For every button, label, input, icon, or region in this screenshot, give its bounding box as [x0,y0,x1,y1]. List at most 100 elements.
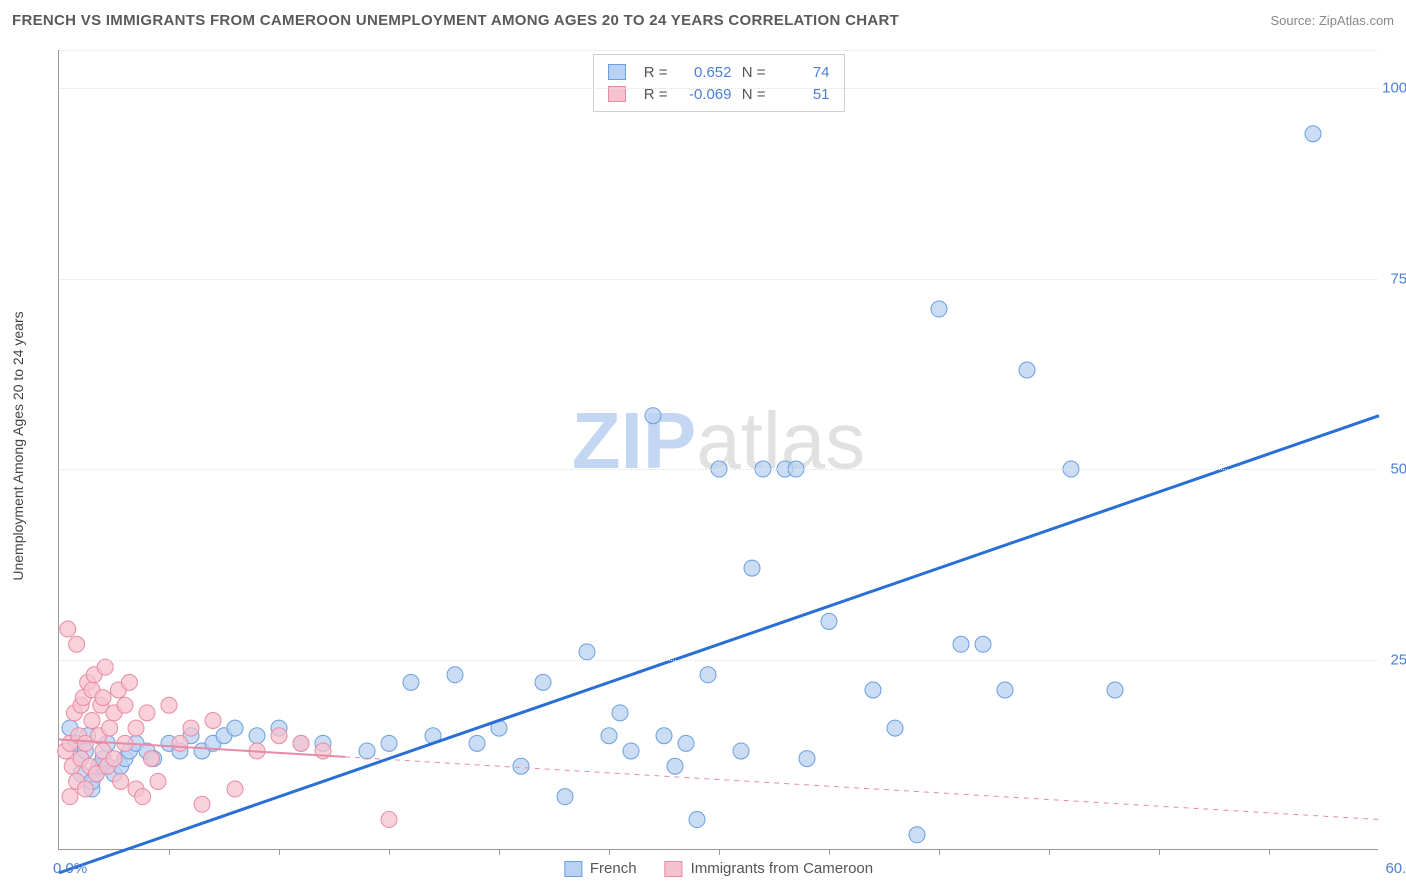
x-tick-mark [389,849,390,855]
data-point [359,743,375,759]
x-tick-mark [279,849,280,855]
x-tick-label: 0.0% [53,860,87,877]
data-point [579,644,595,660]
x-tick-mark [499,849,500,855]
gridline [59,88,1378,89]
data-point [623,743,639,759]
gridline [59,660,1378,661]
data-point [887,720,903,736]
stats-row-cameroon: R = -0.069 N = 51 [608,83,830,105]
data-point [161,697,177,713]
data-point [139,705,155,721]
x-tick-mark [609,849,610,855]
data-point [227,781,243,797]
legend-item-french: French [564,860,637,877]
data-point [121,674,137,690]
data-point [535,674,551,690]
data-point [194,796,210,812]
data-point [975,636,991,652]
y-tick-label: 100.0% [1382,80,1406,97]
x-tick-mark [719,849,720,855]
legend-label-cameroon: Immigrants from Cameroon [691,860,874,877]
stats-row-french: R = 0.652 N = 74 [608,61,830,83]
y-tick-label: 50.0% [1390,461,1406,478]
data-point [205,712,221,728]
data-point [381,812,397,828]
data-point [744,560,760,576]
x-tick-mark [829,849,830,855]
x-tick-label: 60.0% [1385,860,1406,877]
gridline [59,469,1378,470]
data-point [172,735,188,751]
bottom-legend: French Immigrants from Cameroon [564,860,873,877]
data-point [1305,126,1321,142]
data-point [799,751,815,767]
data-point [69,636,85,652]
data-point [645,408,661,424]
data-point [403,674,419,690]
stat-n-label: N = [736,64,766,81]
data-point [678,735,694,751]
source-attribution: Source: ZipAtlas.com [1270,13,1394,28]
data-point [271,728,287,744]
x-tick-mark [169,849,170,855]
gridline [59,50,1378,51]
data-point [931,301,947,317]
data-point [77,781,93,797]
data-point [557,789,573,805]
data-point [95,690,111,706]
data-point [1107,682,1123,698]
data-point [106,751,122,767]
data-point [102,720,118,736]
data-point [997,682,1013,698]
data-point [447,667,463,683]
y-tick-label: 75.0% [1390,270,1406,287]
data-point [700,667,716,683]
swatch-french [608,64,626,80]
chart-title: FRENCH VS IMMIGRANTS FROM CAMEROON UNEMP… [12,12,899,29]
stats-legend: R = 0.652 N = 74 R = -0.069 N = 51 [593,54,845,112]
data-point [667,758,683,774]
data-point [513,758,529,774]
data-point [821,613,837,629]
data-point [183,720,199,736]
data-point [143,751,159,767]
legend-item-cameroon: Immigrants from Cameroon [665,860,874,877]
data-point [227,720,243,736]
x-tick-mark [1269,849,1270,855]
y-tick-label: 25.0% [1390,651,1406,668]
data-point [1019,362,1035,378]
legend-label-french: French [590,860,637,877]
data-point [128,720,144,736]
data-point [469,735,485,751]
header: FRENCH VS IMMIGRANTS FROM CAMEROON UNEMP… [0,0,1406,40]
plot-svg [59,50,1378,849]
data-point [733,743,749,759]
data-point [84,712,100,728]
data-point [293,735,309,751]
data-point [612,705,628,721]
data-point [601,728,617,744]
swatch-cameroon [665,861,683,877]
gridline [59,279,1378,280]
data-point [117,697,133,713]
data-point [135,789,151,805]
data-point [689,812,705,828]
data-point [953,636,969,652]
x-tick-mark [1159,849,1160,855]
data-point [381,735,397,751]
y-axis-label: Unemployment Among Ages 20 to 24 years [10,311,26,580]
data-point [97,659,113,675]
data-point [113,773,129,789]
trend-line [345,757,1379,820]
data-point [865,682,881,698]
x-tick-mark [1049,849,1050,855]
data-point [249,728,265,744]
data-point [62,789,78,805]
data-point [909,827,925,843]
swatch-french [564,861,582,877]
stat-r-label: R = [638,64,668,81]
x-tick-mark [939,849,940,855]
stat-r-french: 0.652 [672,64,732,81]
data-point [60,621,76,637]
